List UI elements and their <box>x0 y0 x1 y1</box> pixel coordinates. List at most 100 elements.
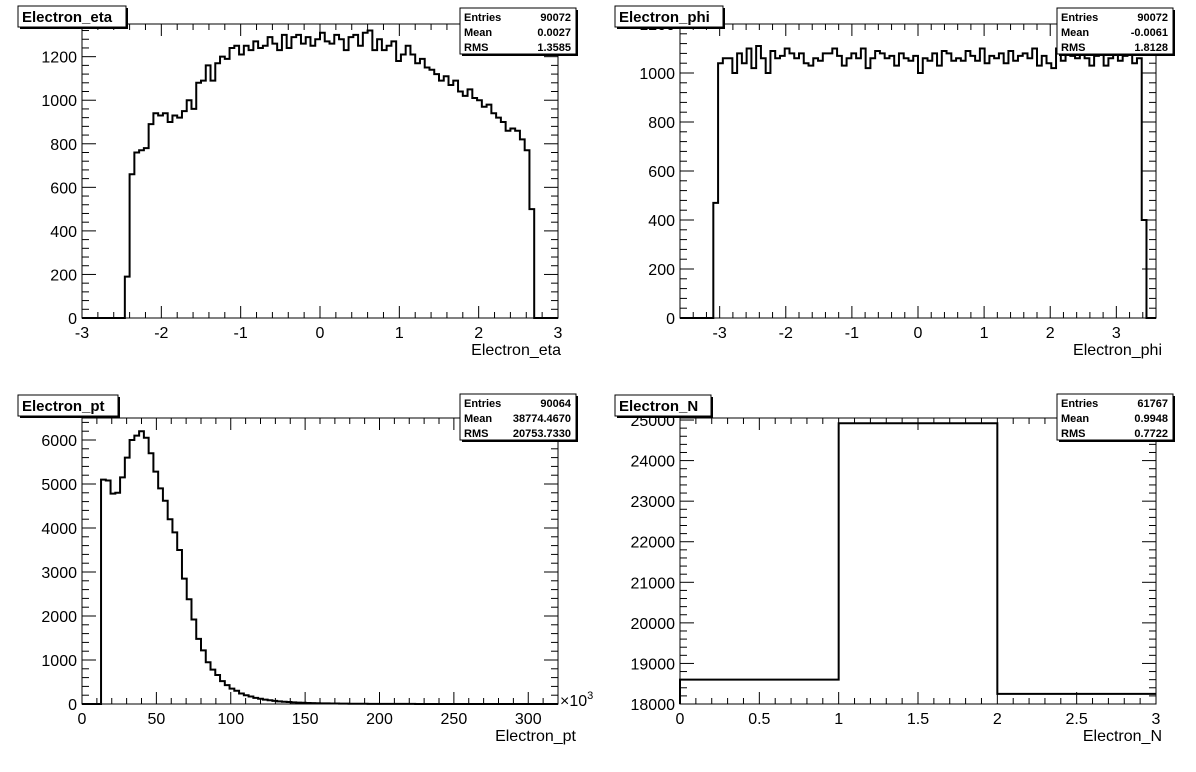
y-tick-label: 24000 <box>631 454 676 471</box>
x-tick-label: 2.5 <box>1066 711 1088 728</box>
x-tick-label: 3 <box>1152 711 1161 728</box>
x-tick-label: 200 <box>366 711 393 728</box>
stats-label: RMS <box>1061 42 1085 54</box>
stats-value: -0.0061 <box>1131 27 1168 39</box>
x-axis-title: Electron_pt <box>495 728 576 745</box>
title-box <box>17 394 119 417</box>
x-tick-label: -3 <box>75 325 89 342</box>
plot-frame <box>679 417 1157 705</box>
stats-label: Entries <box>1061 12 1098 24</box>
y-tick-label: 23000 <box>631 494 676 511</box>
x-tick-label: 1 <box>980 325 989 342</box>
y-tick-label: 20000 <box>631 616 676 633</box>
x-tick-label: -1 <box>845 325 859 342</box>
stats-value: 1.3585 <box>537 42 571 54</box>
y-tick-label: 0 <box>68 697 77 714</box>
x-tick-label: 1.5 <box>907 711 929 728</box>
histogram-title: Electron_N <box>619 398 698 415</box>
x-tick-label: 1 <box>834 711 843 728</box>
x-tick-label: 2 <box>1046 325 1055 342</box>
histogram-title: Electron_eta <box>22 9 113 26</box>
stats-box <box>1056 7 1174 55</box>
y-tick-label: 400 <box>648 213 675 230</box>
y-tick-label: 21000 <box>631 575 676 592</box>
stats-label: Mean <box>1061 27 1089 39</box>
x-tick-label: -3 <box>713 325 727 342</box>
x-exponent-label: ×103 <box>560 690 593 710</box>
stats-box <box>1056 393 1174 441</box>
x-tick-label: 1 <box>395 325 404 342</box>
x-tick-label: 0 <box>78 711 87 728</box>
histogram-line <box>82 29 558 319</box>
y-tick-label: 1000 <box>639 66 675 83</box>
x-tick-label: -2 <box>779 325 793 342</box>
x-axis-title: Electron_phi <box>1073 342 1162 359</box>
stats-label: RMS <box>464 42 488 54</box>
histogram-line <box>679 422 1156 704</box>
x-tick-label: 3 <box>554 325 563 342</box>
x-axis-title: Electron_eta <box>471 342 561 359</box>
x-tick-label: 2 <box>993 711 1002 728</box>
x-tick-label: -1 <box>234 325 248 342</box>
stats-value: 61767 <box>1137 398 1168 410</box>
y-tick-label: 22000 <box>631 535 676 552</box>
y-tick-label: 400 <box>50 224 77 241</box>
stats-label: Mean <box>1061 413 1089 425</box>
stats-label: Entries <box>1061 398 1098 410</box>
histogram-title: Electron_phi <box>619 9 710 26</box>
x-tick-label: 0 <box>316 325 325 342</box>
x-tick-label: 100 <box>217 711 244 728</box>
y-tick-label: 6000 <box>41 433 77 450</box>
stats-value: 0.9948 <box>1134 413 1168 425</box>
histogram-line <box>82 430 558 705</box>
title-box <box>17 5 127 28</box>
stats-value: 90072 <box>1137 12 1168 24</box>
y-tick-label: 600 <box>50 180 77 197</box>
x-axis-title: Electron_N <box>1083 728 1162 745</box>
y-tick-label: 0 <box>68 311 77 328</box>
stats-box <box>459 393 577 441</box>
stats-label: Mean <box>464 27 492 39</box>
stats-label: Entries <box>464 398 501 410</box>
y-tick-label: 200 <box>50 267 77 284</box>
y-tick-label: 1200 <box>41 50 77 67</box>
y-tick-label: 600 <box>648 164 675 181</box>
y-tick-label: 1000 <box>41 93 77 110</box>
stats-value: 0.7722 <box>1134 428 1168 440</box>
stats-label: Mean <box>464 413 492 425</box>
stats-box <box>459 7 577 55</box>
y-tick-label: 2000 <box>41 609 77 626</box>
stats-label: RMS <box>464 428 488 440</box>
plot-frame <box>81 23 559 319</box>
x-tick-label: 0 <box>676 711 685 728</box>
stats-label: RMS <box>1061 428 1085 440</box>
stats-value: 0.0027 <box>537 27 571 39</box>
y-tick-label: 18000 <box>631 697 676 714</box>
histogram-title: Electron_pt <box>22 398 105 415</box>
x-tick-label: 0 <box>914 325 923 342</box>
x-tick-label: 3 <box>1112 325 1121 342</box>
y-tick-label: 0 <box>666 311 675 328</box>
x-tick-label: 50 <box>147 711 165 728</box>
y-tick-label: 19000 <box>631 656 676 673</box>
stats-value: 38774.4670 <box>513 413 571 425</box>
y-tick-label: 1000 <box>41 653 77 670</box>
x-tick-label: 0.5 <box>748 711 770 728</box>
x-tick-label: -2 <box>154 325 168 342</box>
y-tick-label: 200 <box>648 262 675 279</box>
histogram-panel-3: 0 50 100 150 200 250 3000100020003000400050006… <box>17 393 593 745</box>
histogram-panel-4: 0 0.5 1 1.5 2 2.5 3 18000 19000 20000 21000 22000 23… <box>614 393 1175 745</box>
histogram-line <box>680 35 1156 319</box>
y-tick-label: 3000 <box>41 565 77 582</box>
stats-value: 90064 <box>540 398 571 410</box>
histogram-panel-1: -3 -2 -1 0 1 2 3 0 200 400 600 800 1000 1200 Electron_… <box>17 5 578 359</box>
x-tick-label: 300 <box>515 711 542 728</box>
stats-value: 20753.7330 <box>513 428 571 440</box>
title-box <box>614 394 712 417</box>
histogram-panel-2: -3-2-10123020040060080010001200Electron_… <box>614 5 1175 359</box>
x-tick-label: 2 <box>474 325 483 342</box>
title-box <box>614 5 724 28</box>
y-tick-label: 4000 <box>41 521 77 538</box>
stats-value: 90072 <box>540 12 571 24</box>
